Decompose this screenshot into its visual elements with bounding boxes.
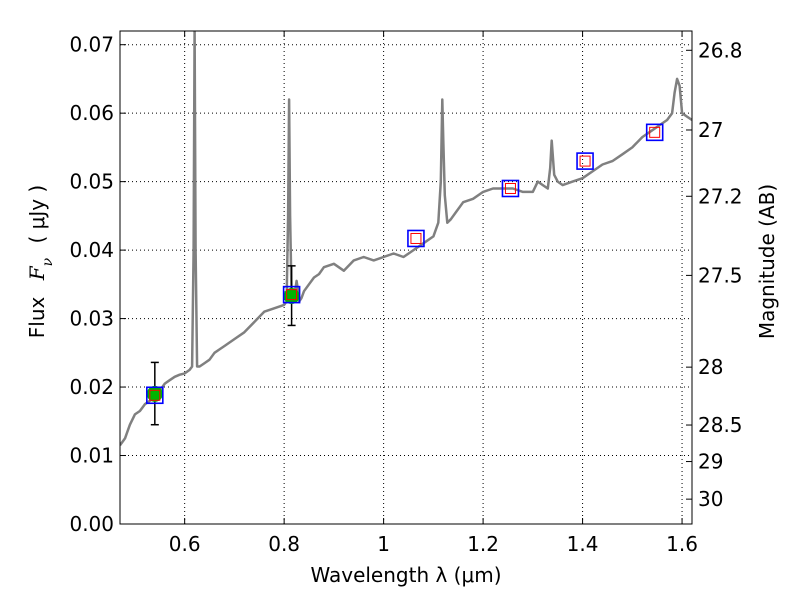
right-tick-label: 27.2 bbox=[698, 184, 743, 208]
model-point-inner-1 bbox=[286, 289, 298, 301]
model-point-inner-4 bbox=[579, 155, 591, 167]
spectrum-line bbox=[120, 31, 692, 447]
right-axis-label: Magnitude (AB) bbox=[755, 184, 779, 339]
spectrum-series bbox=[120, 31, 692, 447]
x-tick-label: 1.4 bbox=[567, 532, 599, 556]
error-bars bbox=[150, 265, 296, 426]
y-axis-label-nu: ν bbox=[40, 257, 56, 266]
model-point-1 bbox=[282, 285, 301, 304]
x-axis-label: Wavelength λ (μm) bbox=[310, 563, 501, 587]
right-tick-label: 26.8 bbox=[698, 38, 743, 62]
grid bbox=[120, 31, 692, 524]
model-point-inner-3 bbox=[504, 182, 516, 194]
observed-points bbox=[146, 287, 300, 402]
x-tick-label: 1.6 bbox=[666, 532, 698, 556]
y-tick-label: 0.00 bbox=[69, 512, 114, 536]
y-axis-label: Flux Fν ( μJy ) bbox=[25, 185, 56, 338]
right-axis-ticks: 26.8 27 27.2 27.5 28 28.5 29 30 bbox=[686, 38, 743, 511]
y-tick-label: 0.07 bbox=[69, 33, 114, 57]
right-tick-label: 29 bbox=[698, 450, 723, 474]
x-tick-label: 1.2 bbox=[467, 532, 499, 556]
plot-frame bbox=[119, 30, 693, 525]
y-axis-label-f: F bbox=[25, 265, 49, 281]
y-tick-label: 0.06 bbox=[69, 101, 114, 125]
right-tick-label: 30 bbox=[698, 487, 723, 511]
right-tick-label: 28 bbox=[698, 355, 723, 379]
model-point-4 bbox=[576, 152, 594, 170]
y-axis-label-flux: Flux bbox=[25, 297, 49, 339]
model-point-inner-2 bbox=[410, 232, 422, 244]
model-point-3 bbox=[501, 179, 520, 198]
y-axis-label-unit: ( μJy ) bbox=[25, 185, 49, 244]
y-tick-label: 0.02 bbox=[69, 375, 114, 399]
model-point-0 bbox=[146, 386, 164, 405]
y-tick-label: 0.01 bbox=[69, 444, 114, 468]
model-point-inner-0 bbox=[149, 389, 161, 401]
x-tick-label: 0.6 bbox=[169, 532, 201, 556]
observed-point-0 bbox=[146, 385, 163, 402]
x-tick-label: 1 bbox=[377, 532, 390, 556]
model-photometry-points bbox=[146, 123, 664, 405]
x-axis-ticks: 0.6 0.8 1 1.2 1.4 1.6 bbox=[169, 31, 698, 556]
x-tick-label: 0.8 bbox=[268, 532, 300, 556]
y-tick-label: 0.04 bbox=[69, 238, 114, 262]
right-tick-label: 27 bbox=[698, 118, 723, 142]
y-axis-ticks: 0.00 0.01 0.02 0.03 0.04 0.05 0.06 0.07 bbox=[69, 33, 126, 536]
y-tick-label: 0.03 bbox=[69, 307, 114, 331]
right-tick-label: 28.5 bbox=[698, 413, 743, 437]
right-tick-label: 27.5 bbox=[698, 263, 743, 287]
model-point-inner-5 bbox=[649, 126, 661, 138]
model-point-2 bbox=[407, 229, 425, 248]
observed-point-1 bbox=[283, 287, 300, 304]
model-point-5 bbox=[645, 123, 664, 142]
y-tick-label: 0.05 bbox=[69, 170, 114, 194]
